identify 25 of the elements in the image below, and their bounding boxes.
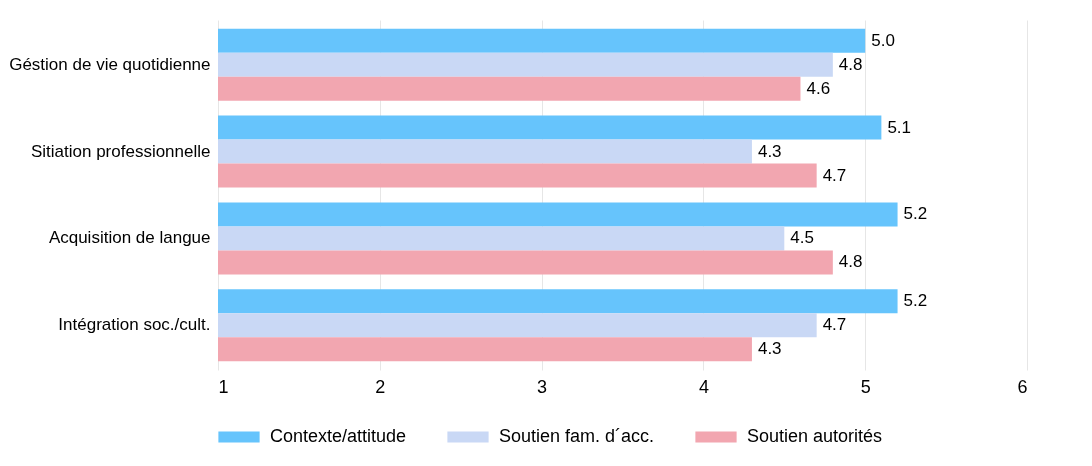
legend-label: Contexte/attitude bbox=[270, 426, 407, 446]
data-label: 4.3 bbox=[757, 339, 782, 359]
data-label: 4.7 bbox=[822, 315, 847, 335]
data-label: 4.5 bbox=[790, 228, 814, 248]
y-tick-label: Intégration soc./cult. bbox=[58, 315, 211, 335]
x-tick-label: 4 bbox=[698, 376, 709, 397]
data-label: 5.1 bbox=[887, 117, 912, 137]
legend-label: Soutien fam. d´acc. bbox=[499, 426, 655, 446]
data-label: 4.6 bbox=[806, 78, 831, 98]
data-label: 4.3 bbox=[757, 141, 782, 161]
data-label: 5.2 bbox=[903, 291, 928, 311]
data-label: 4.8 bbox=[838, 54, 863, 74]
x-tick-label: 6 bbox=[1017, 376, 1028, 397]
x-tick-label: 2 bbox=[375, 376, 386, 397]
y-tick-label: Géstion de vie quotidienne bbox=[9, 54, 211, 74]
data-label: 4.8 bbox=[838, 252, 863, 272]
x-tick-label: 3 bbox=[537, 376, 548, 397]
y-tick-label: Sitiation professionnelle bbox=[30, 141, 211, 161]
data-label: 5.2 bbox=[903, 204, 928, 224]
data-label: 5.0 bbox=[871, 30, 895, 50]
y-tick-label: Acquisition de langue bbox=[48, 228, 211, 248]
x-tick-label: 5 bbox=[860, 376, 871, 397]
legend-label: Soutien autorités bbox=[747, 426, 883, 446]
x-tick-label: 1 bbox=[218, 376, 229, 397]
data-label: 4.7 bbox=[822, 165, 847, 185]
